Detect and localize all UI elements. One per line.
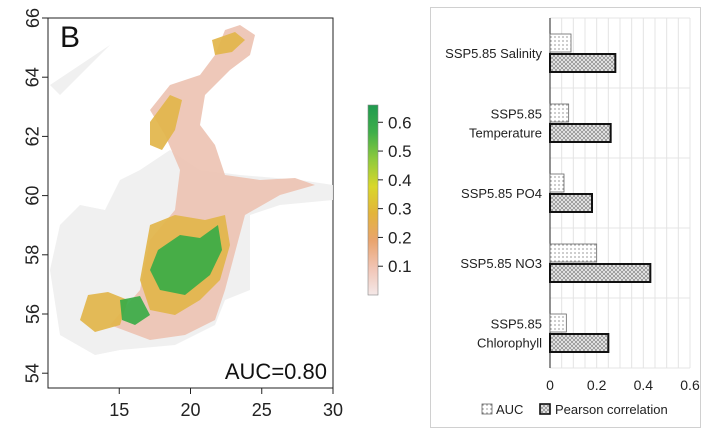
map-y-tick-label: 54 — [23, 363, 43, 383]
high-probability-islands — [120, 296, 150, 325]
pearson-correlation-bar — [549, 263, 652, 283]
legend-swatch-auc — [481, 403, 493, 415]
map-y-tick-label: 58 — [23, 245, 43, 265]
map-x-tick-label: 30 — [323, 400, 343, 420]
category-label: SSP5.85 — [491, 107, 542, 122]
map-y-tick-label: 56 — [23, 304, 43, 324]
category-label: SSP5.85 — [491, 317, 542, 332]
map-x-tick-label: 25 — [252, 400, 272, 420]
mid-probability-coast — [150, 95, 182, 150]
colorbar-tick-label: 0.3 — [388, 200, 412, 219]
category-label: SSP5.85 NO3 — [460, 256, 542, 271]
map-y-tick-label: 64 — [23, 67, 43, 87]
high-probability-central — [150, 225, 222, 295]
legend-label-auc: AUC — [496, 402, 523, 417]
auc-bar — [549, 173, 565, 193]
pearson-correlation-bar — [549, 53, 617, 73]
variable-importance-chart: SSP5.85 Salinity SSP5.85 Temperature SSP5.8… — [430, 7, 701, 428]
category-label: Temperature — [469, 126, 542, 141]
mid-probability-southwest — [80, 292, 128, 332]
map-y-tick-label: 60 — [23, 186, 43, 206]
background-north-region — [50, 45, 110, 95]
auc-bar — [549, 103, 570, 123]
colorbar-scale — [367, 104, 379, 296]
category-label: SSP5.85 Salinity — [445, 46, 542, 61]
colorbar-tick-label: 0.5 — [388, 142, 412, 161]
map-y-tick-label: 66 — [23, 8, 43, 28]
panel-label: B — [60, 21, 80, 54]
map-x-tick-label: 20 — [180, 400, 200, 420]
x-tick-label: 0.4 — [634, 377, 654, 393]
pearson-correlation-bar — [549, 333, 610, 353]
category-label: SSP5.85 PO4 — [461, 186, 542, 201]
mid-probability-bothnia — [212, 32, 245, 55]
map-x-tick-label: 15 — [109, 400, 129, 420]
auc-bar — [549, 33, 572, 53]
pearson-correlation-bar — [549, 123, 612, 143]
species-distribution-map: 15 20 25 30 54 56 58 60 62 64 66 0.1 0.2 0.3 0.4 0.5 0.… — [23, 8, 412, 420]
x-tick-label: 0 — [546, 377, 554, 393]
auc-annotation: AUC=0.80 — [225, 359, 327, 384]
pearson-correlation-bar — [549, 193, 593, 213]
auc-bar — [549, 243, 598, 263]
colorbar-tick-label: 0.6 — [388, 113, 412, 132]
legend-label-pearson: Pearson correlation — [555, 402, 668, 417]
map-y-tick-label: 62 — [23, 126, 43, 146]
auc-bar — [549, 313, 567, 333]
colorbar-tick-label: 0.1 — [388, 257, 412, 276]
x-tick-label: 0.2 — [587, 377, 607, 393]
category-label: Chlorophyll — [477, 336, 542, 351]
colorbar-tick-label: 0.4 — [388, 171, 412, 190]
colorbar-tick-label: 0.2 — [388, 228, 412, 247]
x-tick-label: 0.6 — [680, 377, 700, 393]
legend-swatch-pearson — [539, 403, 551, 415]
